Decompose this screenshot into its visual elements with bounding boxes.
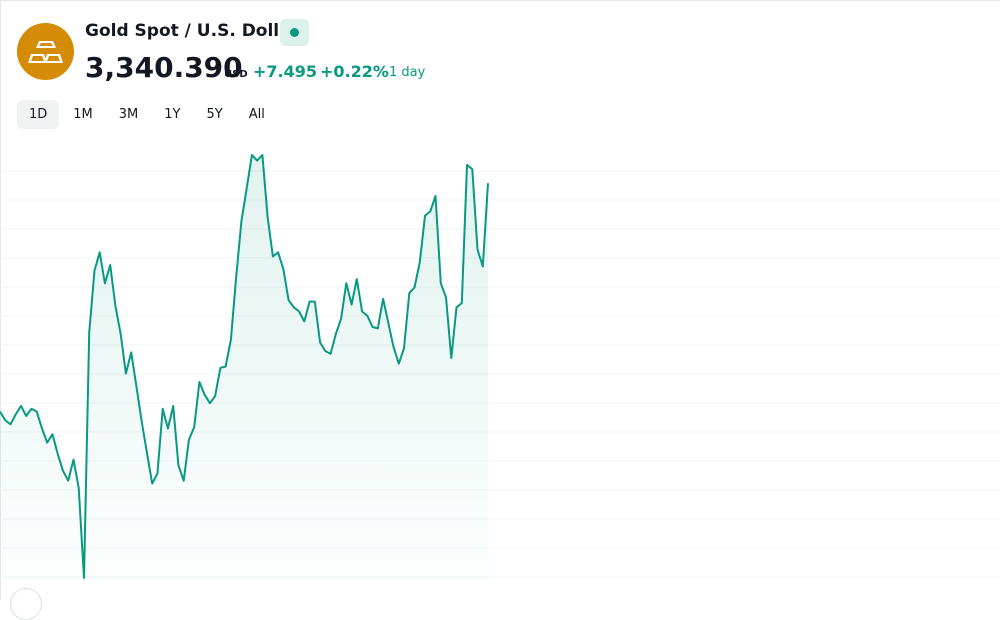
chart-reset-button[interactable] <box>10 588 42 620</box>
last-price: 3,340.390 <box>85 51 243 84</box>
symbol-title: Gold Spot / U.S. Dollar <box>85 21 299 41</box>
range-3m-button[interactable]: 3M <box>118 107 139 122</box>
gold-bars-icon <box>17 23 74 80</box>
live-status-badge[interactable] <box>280 19 309 46</box>
range-1m-button[interactable]: 1M <box>73 107 93 122</box>
range-1y-button[interactable]: 1Y <box>164 107 181 122</box>
widget-frame <box>0 0 1000 600</box>
price-chart[interactable] <box>0 140 1000 580</box>
price-area-fill <box>0 155 488 580</box>
range-all-button[interactable]: All <box>248 107 265 122</box>
change-period: 1 day <box>389 65 426 80</box>
price-change: +7.495 <box>253 62 318 81</box>
price-line <box>0 154 489 579</box>
price-currency: USD <box>224 69 248 80</box>
price-change-percent: +0.22% <box>320 62 389 81</box>
chart-grid <box>0 170 1000 578</box>
live-dot-icon <box>290 28 299 37</box>
range-selector: 1D 1M 3M 1Y 5Y All <box>17 100 277 129</box>
range-1d-button[interactable]: 1D <box>17 100 60 129</box>
range-5y-button[interactable]: 5Y <box>206 107 223 122</box>
